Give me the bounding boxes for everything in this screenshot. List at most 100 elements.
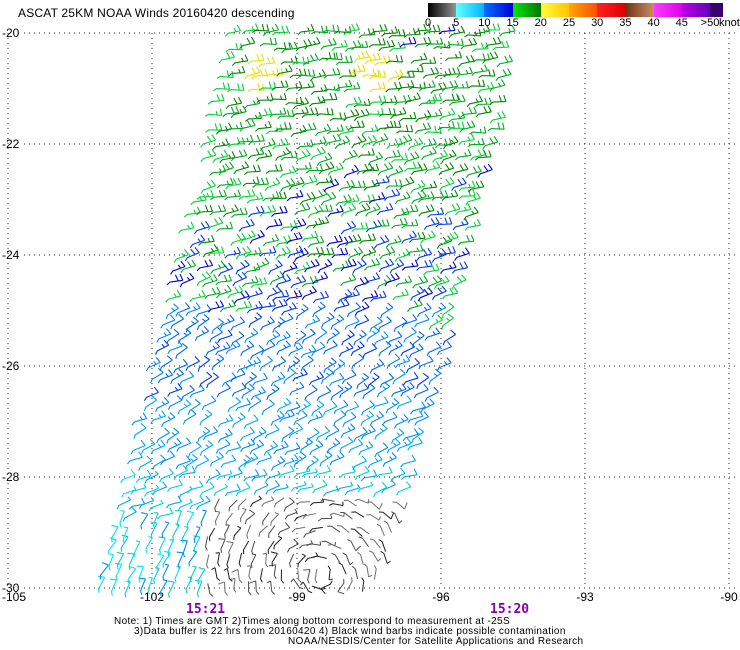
wind-barb (410, 163, 428, 175)
wind-barb (179, 465, 196, 478)
wind-barb (418, 355, 434, 370)
wind-barb (325, 425, 340, 441)
lat-tick-label: -28 (2, 470, 20, 484)
wind-barb (322, 24, 340, 34)
wind-barb (474, 150, 492, 161)
wind-barb (150, 521, 158, 539)
wind-barb (178, 221, 195, 234)
wind-barb (272, 483, 289, 494)
wind-barb (144, 470, 159, 484)
wind-barb (195, 304, 212, 318)
wind-barb (378, 107, 396, 117)
wind-barb (254, 257, 270, 272)
wind-barb (243, 469, 260, 482)
wind-barb (353, 329, 367, 346)
wind-barb (194, 325, 210, 341)
wind-barb (400, 341, 415, 357)
wind-barb (408, 231, 426, 243)
wind-barb (443, 231, 459, 245)
wind-barb (351, 222, 369, 232)
wind-barb (196, 495, 211, 511)
wind-barb (207, 246, 225, 257)
wind-barb (351, 40, 369, 51)
wind-barb (439, 246, 456, 258)
wind-barb (388, 340, 403, 356)
wind-barb (415, 109, 432, 123)
wind-barb (269, 92, 287, 102)
wind-barb (280, 569, 285, 584)
wind-barb (410, 179, 426, 194)
wind-barb (351, 353, 365, 370)
wind-barb (269, 107, 287, 118)
wind-barb (235, 482, 251, 497)
wind-barb (300, 355, 314, 372)
wind-barb (401, 204, 419, 216)
wind-barb (200, 509, 207, 527)
wind-barb (367, 151, 384, 166)
colorbar-tick-35: 35 (619, 17, 632, 29)
wind-barb (350, 528, 363, 537)
wind-barb (382, 452, 397, 468)
wind-barb (445, 51, 463, 62)
wind-barb (384, 120, 402, 130)
wind-barb (343, 164, 360, 179)
wind-barb (202, 244, 219, 258)
wind-barb (173, 464, 188, 480)
wind-barb (345, 234, 362, 247)
wind-barb (362, 68, 380, 78)
wind-barb (248, 205, 265, 218)
wind-barb (422, 66, 440, 79)
wind-barb (464, 218, 481, 231)
wind-barb (361, 134, 378, 149)
wind-barb (311, 341, 326, 357)
wind-barb (394, 354, 411, 369)
wind-barb (496, 55, 513, 68)
wind-barb (200, 134, 216, 148)
gridline-layer: -20 -22 -24 -26 -28 -30-105 -102 -99 -96 -93 -90 (2, 26, 739, 604)
wind-barb (368, 38, 386, 48)
wind-barb (243, 452, 259, 468)
wind-barb (499, 24, 516, 37)
wind-barb (401, 218, 419, 229)
wind-barb (259, 568, 263, 583)
wind-barb (246, 192, 264, 204)
wind-barb (243, 97, 261, 110)
wind-barb (459, 120, 476, 133)
wind-barb (144, 484, 160, 497)
wind-barb (341, 330, 355, 346)
wind-barb (259, 245, 277, 257)
wind-barb (441, 80, 459, 92)
wind-barb (281, 426, 295, 443)
wind-barb (244, 327, 259, 344)
wind-barb (215, 341, 231, 356)
wind-barb (414, 122, 432, 134)
wind-barb (340, 220, 357, 235)
wind-barb (293, 451, 307, 468)
wind-barb (243, 414, 259, 429)
wind-barb (138, 577, 146, 595)
wind-barb (130, 439, 146, 455)
wind-barb (417, 287, 433, 302)
wind-barb (135, 469, 152, 483)
wind-barb (309, 498, 325, 506)
wind-barb (175, 342, 188, 359)
wind-barb (339, 465, 356, 478)
wind-barb (315, 425, 331, 441)
wind-barb (414, 313, 430, 328)
wind-barb (304, 37, 321, 50)
colorbar-tick-15: 15 (506, 17, 519, 29)
wind-barb (153, 512, 159, 530)
wind-barb (212, 138, 230, 150)
wind-barb (156, 427, 170, 444)
wind-barb (323, 67, 341, 79)
wind-barb (288, 342, 304, 357)
wind-barb (367, 501, 383, 510)
wind-barb (331, 552, 341, 565)
wind-barb (442, 93, 460, 103)
wind-barb (99, 562, 109, 580)
wind-barb (177, 498, 193, 511)
swath-time-label-1520: 15:20 (490, 602, 530, 617)
wind-barb (161, 521, 170, 538)
wind-barb (304, 552, 319, 563)
wind-barb (368, 70, 387, 80)
